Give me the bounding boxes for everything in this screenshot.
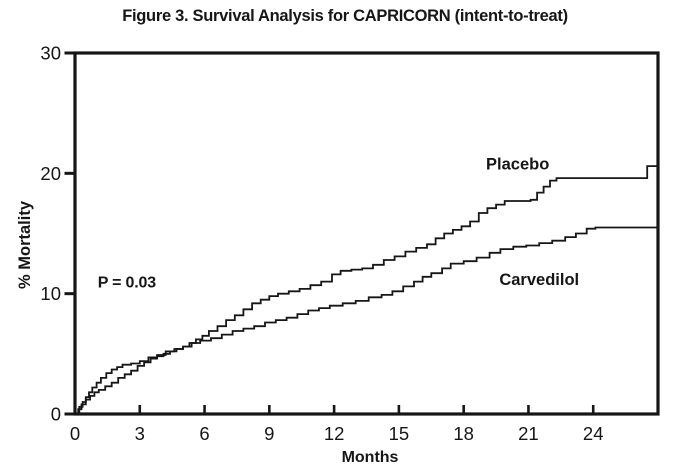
- y-tick-label: 30: [40, 43, 61, 64]
- x-tick-label: 9: [264, 423, 274, 444]
- x-axis-label: Months: [341, 449, 399, 466]
- series-curve-carvedilol: [75, 226, 658, 415]
- x-tick-label: 12: [324, 423, 345, 444]
- x-tick-label: 3: [135, 423, 145, 444]
- y-tick-label: 10: [40, 283, 61, 304]
- plot-frame: [73, 51, 660, 416]
- x-tick-label: 0: [70, 423, 80, 444]
- figure-title: Figure 3. Survival Analysis for CAPRICOR…: [122, 7, 568, 25]
- y-tick-label: 20: [40, 163, 61, 184]
- y-tick-label: 0: [51, 404, 61, 425]
- series-label-carvedilol: Carvedilol: [499, 271, 579, 289]
- y-axis-label: % Mortality: [16, 201, 34, 290]
- p-value-annotation: P = 0.03: [98, 275, 156, 292]
- x-tick-label: 21: [518, 423, 539, 444]
- x-tick-label: 24: [583, 423, 604, 444]
- x-tick-label: 6: [199, 423, 209, 444]
- x-tick-label: 15: [389, 423, 410, 444]
- series-label-placebo: Placebo: [486, 156, 549, 174]
- series-curve-placebo: [75, 165, 658, 415]
- x-tick-label: 18: [453, 423, 474, 444]
